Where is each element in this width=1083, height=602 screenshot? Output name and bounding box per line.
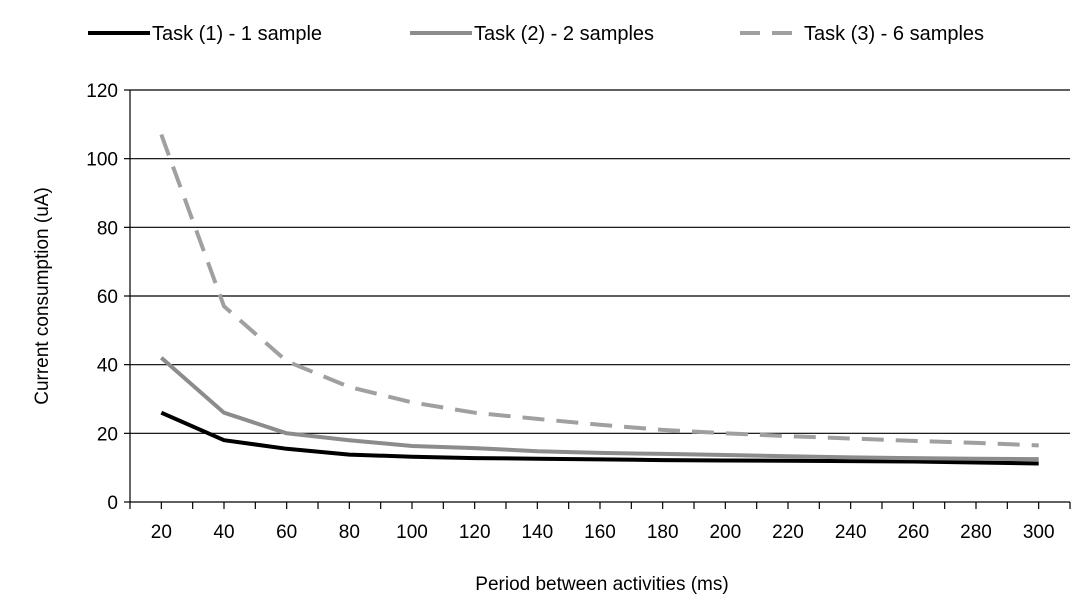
x-axis-ticks: 20 40 60 80 100 120 140 160 180 200 220 240 260 280 30… [129, 502, 1071, 543]
x-tick-label: 120 [459, 522, 491, 543]
x-tick-label: 260 [897, 522, 929, 543]
y-tick-label: 20 [97, 424, 118, 445]
x-tick-label: 20 [151, 522, 172, 543]
x-tick-label: 140 [521, 522, 553, 543]
y-tick-label: 120 [86, 81, 118, 102]
x-tick-label: 200 [709, 522, 741, 543]
x-tick-label: 60 [276, 522, 297, 543]
legend-label-3: Task (3) - 6 samples [804, 23, 984, 45]
legend: Task (1) - 1 sample Task (2) - 2 samples T… [88, 23, 984, 45]
x-axis-title: Period between activities (ms) [475, 574, 728, 595]
series-line-1 [160, 410, 1039, 466]
legend-label-1: Task (1) - 1 sample [152, 23, 322, 45]
x-tick-label: 160 [584, 522, 616, 543]
y-tick-label: 0 [107, 493, 118, 514]
x-tick-label: 40 [213, 522, 234, 543]
y-tick-label: 40 [97, 356, 118, 377]
y-axis-title: Current consumption (uA) [32, 187, 53, 405]
series-line-3 [159, 133, 1039, 448]
y-axis-ticks: 0 20 40 60 80 100 120 [86, 81, 130, 514]
grid-lines [130, 89, 1070, 434]
y-tick-label: 60 [97, 287, 118, 308]
y-tick-label: 80 [97, 218, 118, 239]
x-tick-label: 100 [396, 522, 428, 543]
series-lines [159, 133, 1039, 466]
x-tick-label: 280 [960, 522, 992, 543]
series-line-2 [159, 356, 1039, 462]
x-tick-label: 300 [1023, 522, 1055, 543]
x-tick-label: 180 [647, 522, 679, 543]
x-tick-label: 220 [772, 522, 804, 543]
x-tick-label: 80 [339, 522, 360, 543]
legend-label-2: Task (2) - 2 samples [474, 23, 654, 45]
y-tick-label: 100 [86, 150, 118, 171]
x-tick-label: 240 [835, 522, 867, 543]
